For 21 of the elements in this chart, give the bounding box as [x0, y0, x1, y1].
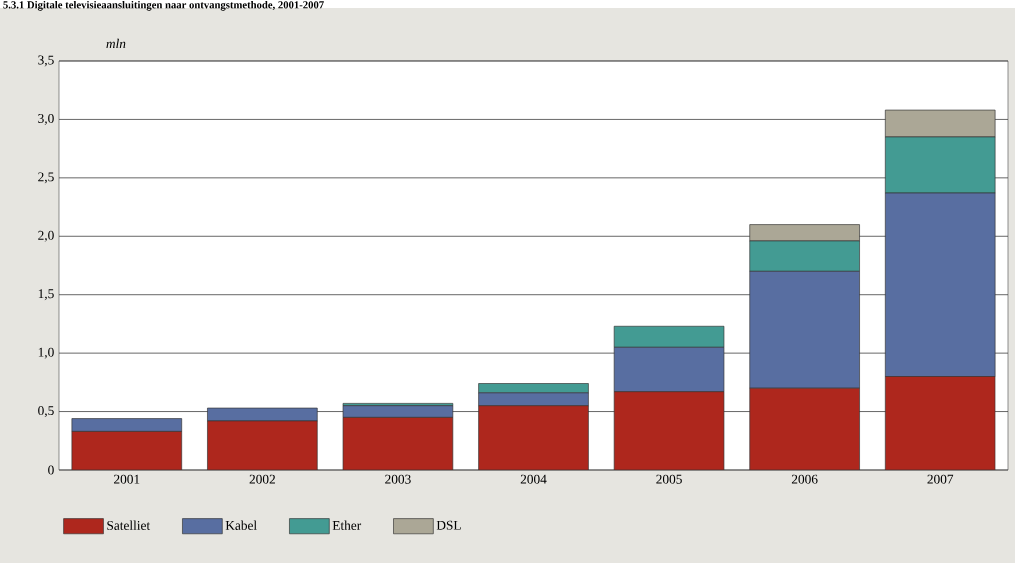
x-tick-label: 2004 — [520, 474, 547, 484]
y-tick-label: 1,0 — [38, 347, 54, 359]
legend-label: DSL — [436, 520, 461, 530]
legend-label: Ether — [332, 520, 362, 530]
chart-title: 5.3.1 Digitale televisieaansluitingen naar ontvangstmethode, 2001-2007 — [3, 0, 324, 11]
y-tick-label: 0,5 — [38, 406, 54, 418]
y-tick-label: 3,5 — [38, 55, 54, 67]
y-tick-label: 3,0 — [38, 113, 54, 125]
x-tick-label: 2007 — [927, 474, 954, 484]
x-tick-label: 2002 — [249, 474, 275, 484]
x-tick-label: 2006 — [791, 474, 818, 484]
y-tick-label: 2,0 — [38, 230, 54, 242]
x-tick-label: 2005 — [656, 474, 682, 484]
x-tick-label: 2003 — [385, 474, 411, 484]
x-tick-label: 2001 — [114, 474, 140, 484]
y-tick-label: 1,5 — [38, 289, 54, 301]
legend-label: Kabel — [225, 520, 257, 530]
legend-label: Satelliet — [107, 520, 151, 530]
y-tick-label: 2,5 — [38, 172, 54, 184]
y-axis-title: mln — [106, 38, 126, 49]
y-tick-label: 0 — [48, 465, 54, 475]
